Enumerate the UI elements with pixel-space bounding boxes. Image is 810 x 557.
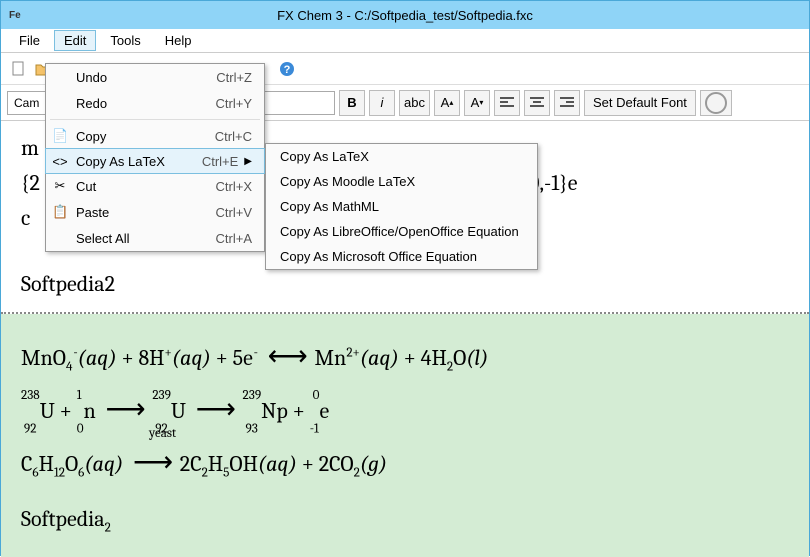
submenu-libreoffice[interactable]: Copy As LibreOffice/OpenOffice Equation <box>266 219 537 244</box>
bold-button[interactable]: B <box>339 90 365 116</box>
align-center-button[interactable] <box>524 90 550 116</box>
italic-button[interactable]: i <box>369 90 395 116</box>
copy-icon: 📄 <box>52 128 68 144</box>
editor-text: m <box>21 135 39 161</box>
app-icon: Fe <box>9 10 21 21</box>
align-left-button[interactable] <box>494 90 520 116</box>
submenu-mathml[interactable]: Copy As MathML <box>266 194 537 219</box>
preview-area: MnO4 -(aq) + 8H+(aq) + 5e - ⟷ Mn2+(aq) +… <box>1 314 809 557</box>
menu-redo[interactable]: RedoCtrl+Y <box>46 90 264 116</box>
menu-separator <box>50 119 260 120</box>
preview-text: Softpedia2 <box>21 499 789 541</box>
font-grow-button[interactable]: A▴ <box>434 90 460 116</box>
menu-tools[interactable]: Tools <box>100 30 150 51</box>
menu-bar: File Edit Tools Help <box>1 29 809 53</box>
menu-cut[interactable]: ✂CutCtrl+X <box>46 173 264 199</box>
align-right-button[interactable] <box>554 90 580 116</box>
menu-undo[interactable]: UndoCtrl+Z <box>46 64 264 90</box>
submenu-latex[interactable]: Copy As LaTeX <box>266 144 537 169</box>
menu-copy[interactable]: 📄CopyCtrl+C <box>46 123 264 149</box>
paste-icon: 📋 <box>52 204 68 220</box>
equation-3: C6H12O6(aq) yeast⟶ 2C2H5OH(aq) + 2CO2(g) <box>21 436 789 489</box>
menu-copy-as-latex[interactable]: <>Copy As LaTeXCtrl+E▶ <box>45 148 265 174</box>
editor-text: {2 <box>21 170 40 196</box>
copy-as-submenu: Copy As LaTeX Copy As Moodle LaTeX Copy … <box>265 143 538 270</box>
menu-help[interactable]: Help <box>155 30 202 51</box>
edit-dropdown: UndoCtrl+Z RedoCtrl+Y 📄CopyCtrl+C <>Copy… <box>45 63 265 252</box>
gear-icon <box>705 92 727 114</box>
window-title: FX Chem 3 - C:/Softpedia_test/Softpedia.… <box>277 8 533 23</box>
workspace: m {2 {0,-1}e c Softpedia2 MnO4 -(aq) + 8… <box>1 121 809 557</box>
chevron-right-icon: ▶ <box>244 156 252 167</box>
svg-text:?: ? <box>284 64 291 76</box>
help-icon[interactable]: ? <box>277 59 297 79</box>
font-shrink-button[interactable]: A▾ <box>464 90 490 116</box>
set-default-font-button[interactable]: Set Default Font <box>584 90 696 116</box>
new-icon[interactable] <box>9 59 29 79</box>
cut-icon: ✂ <box>52 178 68 194</box>
submenu-msoffice[interactable]: Copy As Microsoft Office Equation <box>266 244 537 269</box>
equation-1: MnO4 -(aq) + 8H+(aq) + 5e - ⟷ Mn2+(aq) +… <box>21 330 789 383</box>
abc-button[interactable]: abc <box>399 90 430 116</box>
menu-file[interactable]: File <box>9 30 50 51</box>
title-bar: Fe FX Chem 3 - C:/Softpedia_test/Softped… <box>1 1 809 29</box>
editor-text: c <box>21 205 30 231</box>
code-icon: <> <box>52 154 68 169</box>
submenu-moodle[interactable]: Copy As Moodle LaTeX <box>266 169 537 194</box>
menu-select-all[interactable]: Select AllCtrl+A <box>46 225 264 251</box>
settings-button[interactable] <box>700 90 732 116</box>
editor-text: Softpedia2 <box>21 271 115 297</box>
menu-paste[interactable]: 📋PasteCtrl+V <box>46 199 264 225</box>
menu-edit[interactable]: Edit <box>54 30 96 51</box>
equation-2: 238 92U + 10n ⟶ 239 92U ⟶ 239 93Np + 0-1… <box>21 383 789 436</box>
